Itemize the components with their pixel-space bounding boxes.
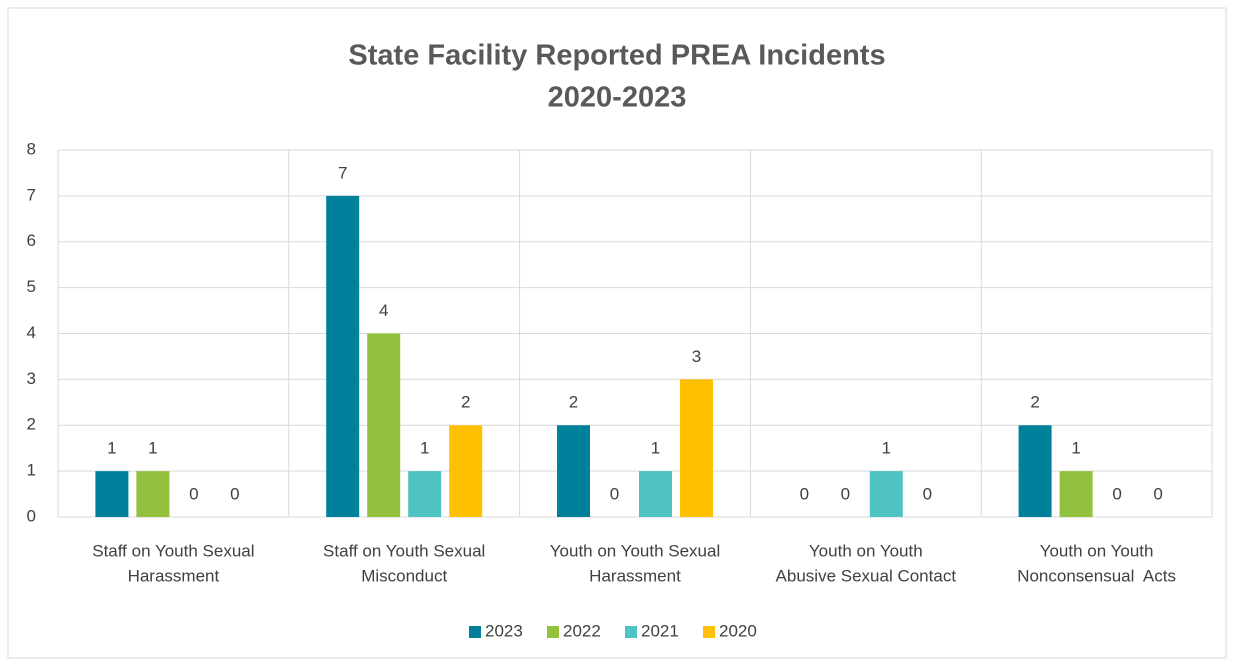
data-label: 1	[882, 439, 891, 458]
legend-label: 2023	[485, 621, 523, 640]
data-label: 0	[923, 484, 932, 503]
y-tick-label: 7	[27, 185, 36, 204]
y-tick-label: 2	[27, 415, 36, 434]
data-label: 0	[189, 484, 198, 503]
legend-label: 2021	[641, 621, 679, 640]
x-tick-label: Misconduct	[361, 566, 447, 585]
y-tick-label: 4	[27, 323, 36, 342]
x-tick-label: Youth on Youth	[1040, 541, 1154, 560]
data-label: 1	[420, 439, 429, 458]
x-tick-label: Staff on Youth Sexual	[323, 541, 485, 560]
data-label: 1	[1071, 439, 1080, 458]
data-label: 7	[338, 163, 347, 182]
y-tick-label: 0	[27, 506, 36, 525]
x-tick-label: Abusive Sexual Contact	[776, 566, 957, 585]
legend-swatch	[547, 626, 559, 638]
x-tick-label: Staff on Youth Sexual	[92, 541, 254, 560]
y-tick-label: 3	[27, 369, 36, 388]
x-tick-label: Nonconsensual Acts	[1017, 566, 1176, 585]
data-label: 0	[230, 484, 239, 503]
x-tick-label: Youth on Youth Sexual	[550, 541, 720, 560]
y-tick-label: 8	[27, 139, 36, 158]
data-label: 0	[841, 484, 850, 503]
bar	[869, 471, 903, 517]
chart-title: State Facility Reported PREA Incidents	[348, 40, 885, 72]
data-label: 3	[692, 347, 701, 366]
data-label: 1	[148, 439, 157, 458]
bar	[408, 471, 442, 517]
data-label: 4	[379, 301, 388, 320]
data-label: 0	[1112, 484, 1121, 503]
bar	[639, 471, 672, 517]
bar	[136, 471, 170, 517]
legend-label: 2022	[563, 621, 601, 640]
x-tick-label: Harassment	[589, 566, 681, 585]
x-tick-label: Harassment	[128, 566, 220, 585]
data-label: 2	[1030, 393, 1039, 412]
chart-title: 2020-2023	[548, 82, 687, 114]
bar	[1059, 471, 1093, 517]
data-label: 0	[610, 484, 619, 503]
bar	[326, 195, 360, 517]
data-label: 1	[107, 439, 116, 458]
bar	[367, 333, 401, 517]
legend-swatch	[469, 626, 481, 638]
data-label: 1	[651, 439, 660, 458]
y-tick-label: 6	[27, 231, 36, 250]
y-tick-label: 5	[27, 277, 36, 296]
bar	[449, 425, 483, 517]
bar	[680, 379, 713, 517]
data-label: 0	[1153, 484, 1162, 503]
x-tick-label: Youth on Youth	[809, 541, 923, 560]
data-label: 2	[569, 393, 578, 412]
legend-swatch	[625, 626, 637, 638]
data-label: 0	[800, 484, 809, 503]
bar	[557, 425, 590, 517]
y-tick-label: 1	[27, 461, 36, 480]
legend-label: 2020	[719, 621, 757, 640]
legend-swatch	[703, 626, 715, 638]
data-label: 2	[461, 393, 470, 412]
bar	[1018, 425, 1052, 517]
bar	[95, 471, 129, 517]
